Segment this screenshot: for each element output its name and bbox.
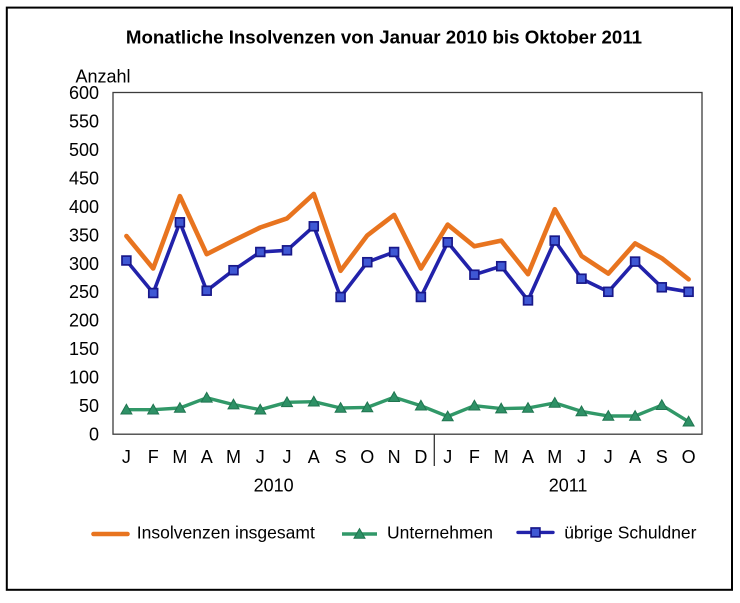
svg-text:200: 200	[69, 311, 99, 331]
svg-text:J: J	[443, 447, 452, 467]
svg-text:J: J	[122, 447, 131, 467]
svg-text:600: 600	[69, 83, 99, 103]
svg-text:M: M	[226, 447, 241, 467]
svg-text:S: S	[335, 447, 347, 467]
svg-text:O: O	[682, 447, 696, 467]
svg-text:150: 150	[69, 339, 99, 359]
svg-text:Anzahl: Anzahl	[76, 66, 131, 86]
svg-text:100: 100	[69, 368, 99, 388]
svg-text:M: M	[547, 447, 562, 467]
svg-text:2010: 2010	[254, 476, 294, 496]
svg-text:550: 550	[69, 111, 99, 131]
svg-text:N: N	[388, 447, 401, 467]
svg-text:übrige Schuldner: übrige Schuldner	[564, 523, 696, 543]
svg-text:J: J	[577, 447, 586, 467]
svg-text:Monatliche Insolvenzen von Jan: Monatliche Insolvenzen von Januar 2010 b…	[126, 27, 642, 48]
svg-text:O: O	[360, 447, 374, 467]
svg-text:A: A	[308, 447, 320, 467]
svg-text:J: J	[256, 447, 265, 467]
svg-text:50: 50	[79, 396, 99, 416]
svg-text:350: 350	[69, 225, 99, 245]
svg-text:0: 0	[89, 425, 99, 445]
svg-text:250: 250	[69, 282, 99, 302]
svg-text:A: A	[201, 447, 213, 467]
svg-text:400: 400	[69, 197, 99, 217]
svg-text:D: D	[414, 447, 427, 467]
svg-text:J: J	[604, 447, 613, 467]
svg-text:S: S	[656, 447, 668, 467]
svg-text:F: F	[469, 447, 480, 467]
svg-text:A: A	[629, 447, 641, 467]
svg-text:M: M	[172, 447, 187, 467]
svg-text:450: 450	[69, 168, 99, 188]
svg-text:F: F	[148, 447, 159, 467]
svg-text:300: 300	[69, 254, 99, 274]
svg-text:J: J	[283, 447, 292, 467]
svg-text:A: A	[522, 447, 534, 467]
svg-text:Unternehmen: Unternehmen	[387, 523, 493, 543]
svg-text:M: M	[494, 447, 509, 467]
svg-text:500: 500	[69, 140, 99, 160]
svg-text:2011: 2011	[549, 476, 588, 496]
svg-text:Insolvenzen insgesamt: Insolvenzen insgesamt	[137, 523, 315, 543]
